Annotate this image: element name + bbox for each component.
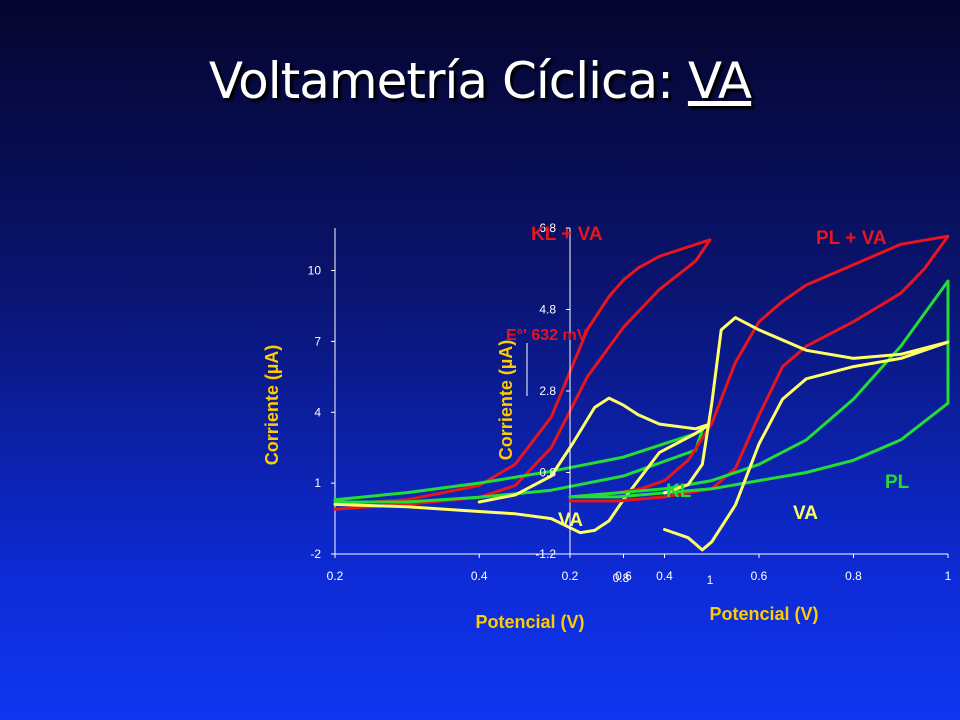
right-y-tick-label: 6.8	[539, 221, 556, 235]
right-series-va	[663, 316, 950, 552]
right-y-tick-label: 0.8	[539, 466, 556, 480]
annotation-pl-va: PL + VA	[816, 228, 887, 249]
slide-title: Voltametría Cíclica: VA	[0, 52, 960, 110]
left-y-tick-label: 4	[314, 405, 321, 419]
right-secondary-x-tick-label: 0.8	[613, 571, 630, 585]
annotation-pl: PL	[885, 472, 910, 493]
right-x-tick-label: 0.8	[845, 569, 862, 583]
left-series-va	[333, 396, 712, 535]
annotation-e0-potential: E°' 632 mV	[506, 327, 588, 344]
left-x-axis-title: Potencial (V)	[475, 612, 584, 632]
left-x-tick-label: 0.2	[327, 569, 344, 583]
right-secondary-x-tick-label: 1	[707, 573, 714, 587]
left-y-tick-label: -2	[310, 547, 321, 561]
right-x-tick-label: 0.6	[751, 569, 768, 583]
right-x-axis-title: Potencial (V)	[709, 604, 818, 624]
annotation-right-va: VA	[793, 503, 818, 524]
annotation-left-va: VA	[558, 510, 583, 531]
left-y-tick-label: 7	[314, 334, 321, 348]
right-y-tick-label: 2.8	[539, 384, 556, 398]
right-y-tick-label: -1.2	[535, 547, 556, 561]
annotation-kl-va: KL + VA	[531, 224, 603, 245]
left-x-tick-label: 0.4	[471, 569, 488, 583]
left-series-kl-va	[333, 238, 712, 511]
right-x-tick-label: 0.2	[562, 569, 579, 583]
left-y-tick-label: 10	[308, 264, 322, 278]
right-x-tick-label: 0.4	[656, 569, 673, 583]
right-series-pl-va	[568, 234, 950, 503]
left-y-axis-title: Corriente (µA)	[262, 345, 282, 465]
right-y-tick-label: 4.8	[539, 303, 556, 317]
slide-title-underlined: VA	[687, 52, 752, 110]
right-y-axis-title: Corriente (µA)	[496, 340, 516, 460]
slide-title-main: Voltametría Cíclica:	[208, 52, 688, 110]
left-y-tick-label: 1	[314, 476, 321, 490]
annotation-kl: KL	[666, 481, 692, 502]
right-x-tick-label: 1	[945, 569, 952, 583]
left-x-tick-label: 0.6	[615, 569, 632, 583]
right-series-pl	[568, 279, 950, 499]
